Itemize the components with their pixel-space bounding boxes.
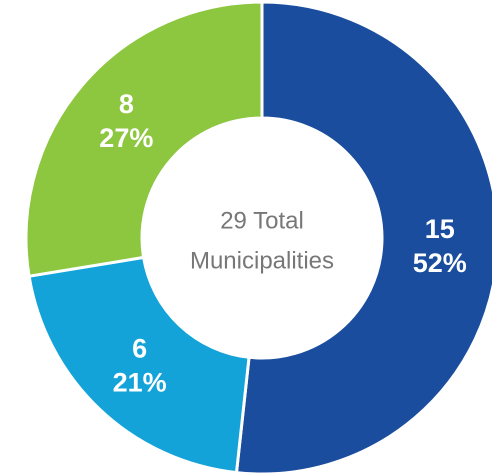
- percent-label: 21%: [113, 367, 167, 397]
- data-label: 6: [132, 333, 147, 363]
- donut-segment: [24, 0, 264, 278]
- center-text: Municipalities: [190, 247, 334, 274]
- data-label: 8: [119, 89, 134, 119]
- data-label: 15: [425, 214, 455, 244]
- donut-segment: [27, 255, 251, 475]
- percent-label: 27%: [99, 123, 153, 153]
- center-text: 29 Total: [220, 207, 304, 234]
- donut-segment: [234, 0, 492, 476]
- percent-label: 52%: [413, 248, 467, 278]
